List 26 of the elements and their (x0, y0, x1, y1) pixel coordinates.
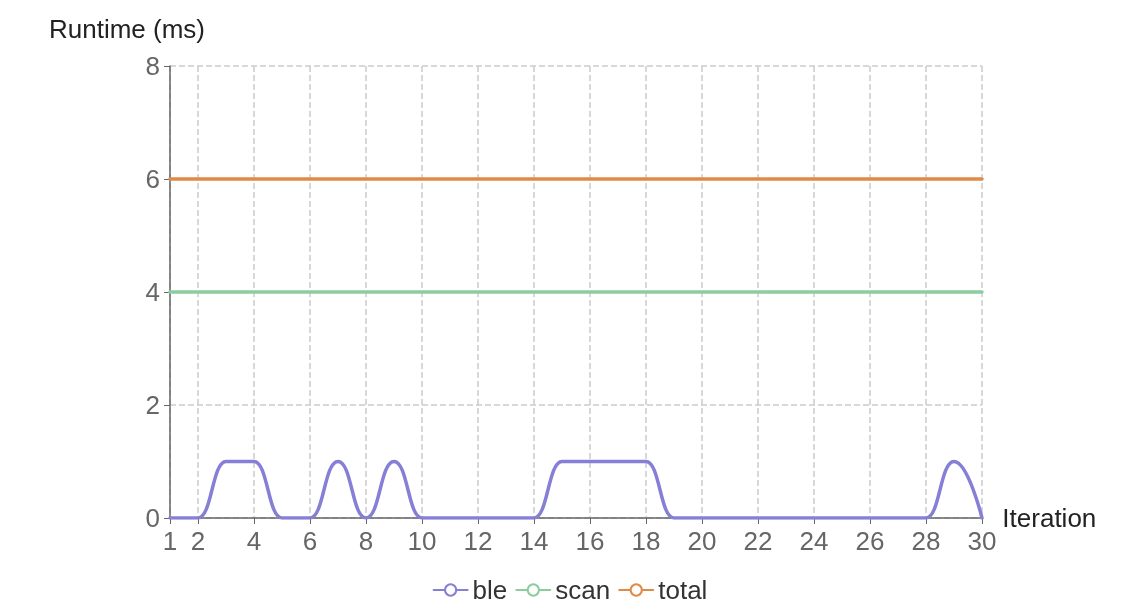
y-tick-label: 4 (145, 277, 160, 307)
y-tick-label: 6 (145, 164, 160, 194)
x-tick-label: 22 (743, 526, 773, 556)
y-tick-label: 0 (145, 503, 160, 533)
x-tick-label: 24 (799, 526, 829, 556)
x-tick-label: 6 (302, 526, 318, 556)
x-tick-label: 10 (407, 526, 437, 556)
y-tick-label: 2 (145, 390, 160, 420)
legend-label: total (658, 575, 708, 605)
x-tick-label: 1 (162, 526, 178, 556)
x-tick-label: 26 (855, 526, 885, 556)
x-tick-label: 8 (358, 526, 374, 556)
x-tick-label: 16 (575, 526, 605, 556)
x-tick-label: 20 (687, 526, 717, 556)
x-tick-label: 28 (911, 526, 941, 556)
x-tick-label: 4 (246, 526, 262, 556)
x-tick-label: 2 (190, 526, 206, 556)
legend-label: ble (472, 575, 508, 605)
x-tick-label: 18 (631, 526, 661, 556)
x-tick-label: 30 (967, 526, 997, 556)
legend-label: scan (555, 575, 611, 605)
x-tick-label: 12 (463, 526, 493, 556)
x-axis-title: Iteration (1002, 503, 1097, 533)
y-axis-title: Runtime (ms) (48, 14, 205, 44)
y-tick-label: 8 (145, 51, 160, 81)
x-tick-label: 14 (519, 526, 549, 556)
